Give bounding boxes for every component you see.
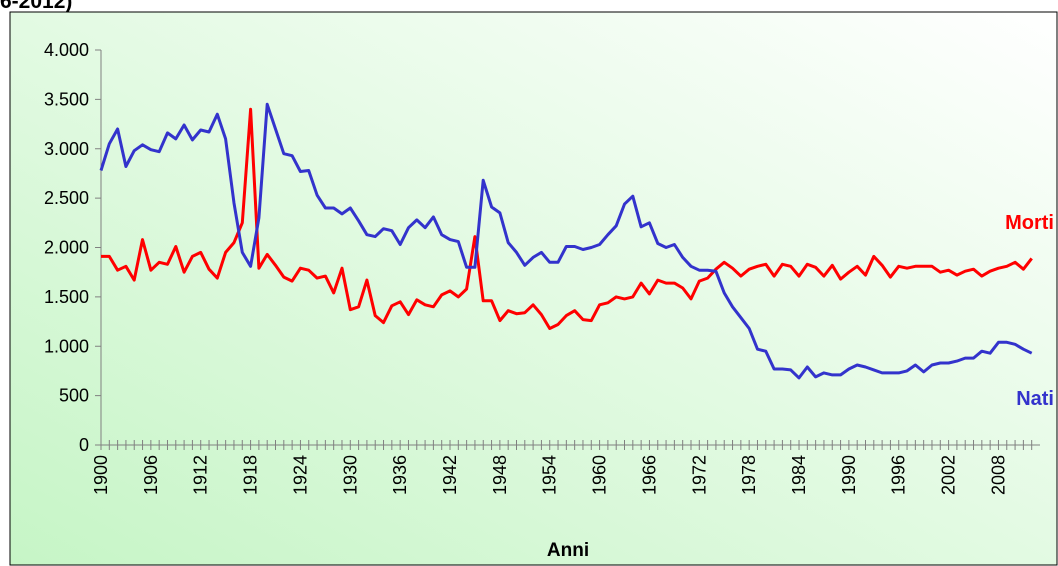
chart-title: 6-2012)	[0, 0, 72, 13]
x-tick-label: 1900	[91, 455, 111, 495]
x-tick-label: 1996	[889, 455, 909, 495]
x-tick-label: 2008	[988, 455, 1008, 495]
x-tick-label: 1918	[241, 455, 261, 495]
y-tick-label: 2.000	[44, 238, 89, 258]
x-tick-label: 1906	[141, 455, 161, 495]
x-tick-label: 1984	[789, 455, 809, 495]
x-tick-label: 1978	[739, 455, 759, 495]
x-tick-label: 1948	[490, 455, 510, 495]
x-tick-label: 1960	[590, 455, 610, 495]
y-tick-label: 3.000	[44, 139, 89, 159]
x-tick-label: 1912	[191, 455, 211, 495]
x-axis-label: Anni	[547, 540, 589, 561]
y-tick-label: 4.000	[44, 40, 89, 60]
x-tick-label: 2002	[939, 455, 959, 495]
legend-label: Morti	[1005, 212, 1054, 234]
y-tick-label: 2.500	[44, 188, 89, 208]
x-tick-label: 1930	[340, 455, 360, 495]
y-tick-label: 1.000	[44, 336, 89, 356]
x-tick-label: 1954	[540, 455, 560, 495]
y-tick-label: 3.500	[44, 89, 89, 109]
x-tick-label: 1942	[440, 455, 460, 495]
series-line	[99, 102, 1033, 380]
x-tick-label: 1924	[290, 455, 310, 495]
x-tick-label: 1990	[839, 455, 859, 495]
y-tick-label: 1.500	[44, 287, 89, 307]
x-tick-label: 1936	[390, 455, 410, 495]
x-tick-label: 1966	[639, 455, 659, 495]
plot-background	[9, 11, 1058, 566]
y-tick-label: 0	[79, 435, 89, 455]
x-tick-label: 1972	[689, 455, 709, 495]
y-tick-label: 500	[59, 386, 89, 406]
series-line	[101, 107, 1033, 330]
legend-label: Nati	[1016, 388, 1054, 410]
